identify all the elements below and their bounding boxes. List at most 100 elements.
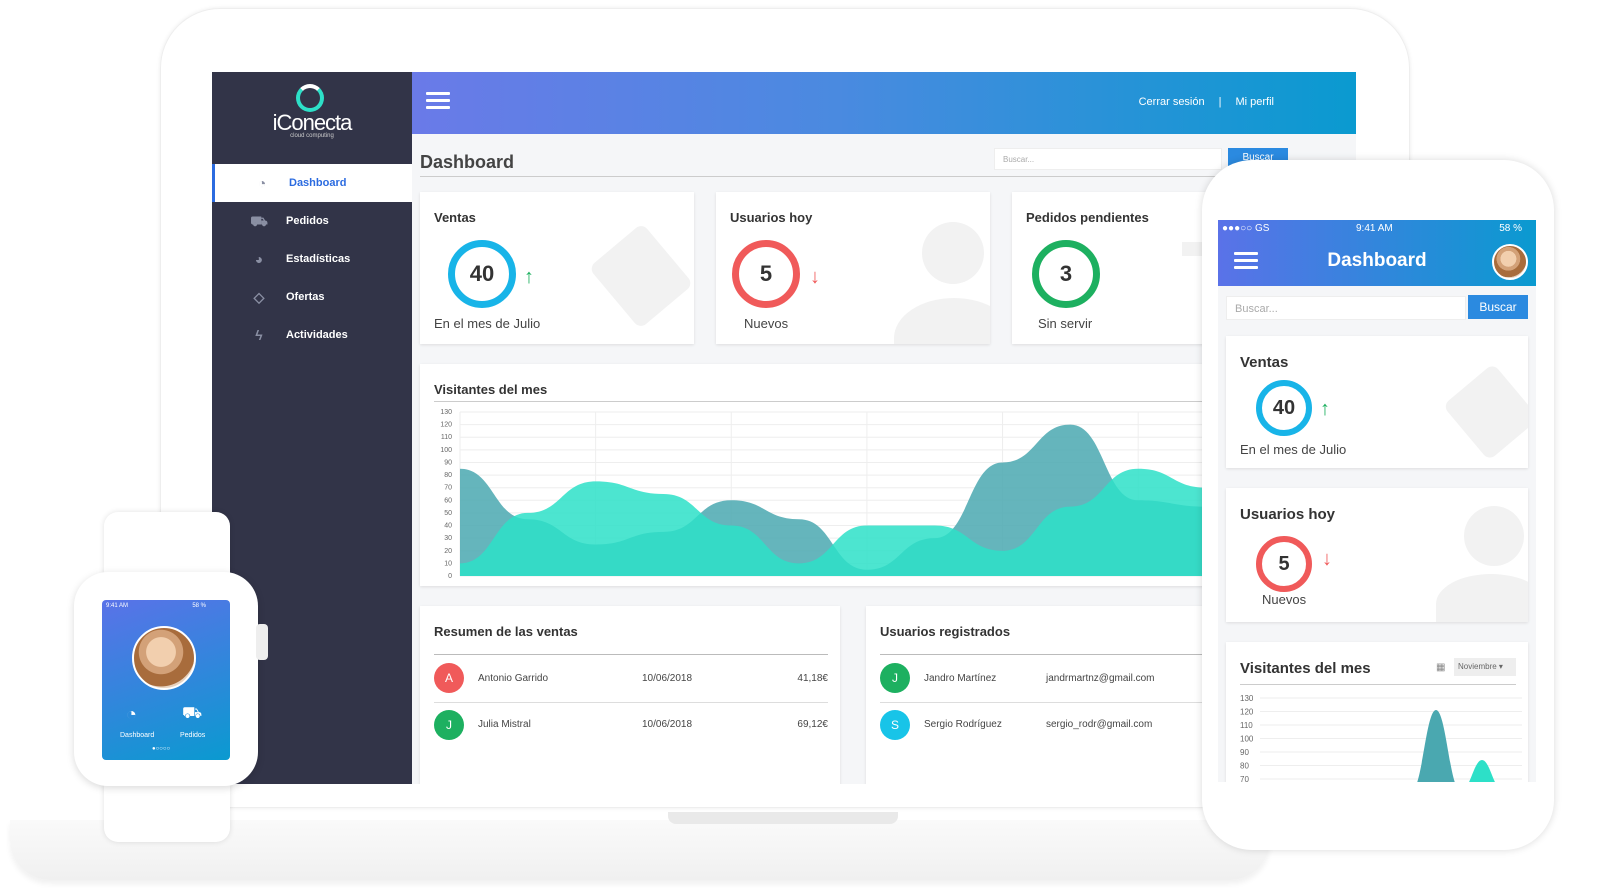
arrow-down-icon: ↓ [810,266,820,288]
profile-link[interactable]: Mi perfil [1235,96,1274,108]
avatar-initial: J [434,709,464,740]
month-select[interactable]: Noviembre ▾ [1454,658,1516,676]
chart-title-divider [434,401,1220,402]
area-peak-3 [1417,710,1455,782]
dashboard-gauge-icon: ◔ [257,175,267,191]
dashboard-screen: iConecta cloud computing ◔ Dashboard ⛟ Ped… [212,72,1356,784]
logout-link[interactable]: Cerrar sesión [1138,96,1205,108]
phone-search-button[interactable]: Buscar [1468,295,1528,319]
phone-header: ●●●○○ GS 9:41 AM 58 % Dashboard [1218,220,1536,286]
phone-battery: 58 % [1499,223,1522,234]
bolt-icon: ϟ [255,327,263,343]
y-tick-label: 110 [1240,721,1253,730]
sidebar-item-pedidos[interactable]: ⛟ Pedidos [212,202,412,240]
phone-visits-chart: 130 120 110 100 90 80 70 [1240,694,1522,782]
dashboard-gauge-icon: ◔ [126,704,137,724]
search-input[interactable]: Buscar... [994,148,1222,170]
avatar[interactable] [1492,244,1528,280]
y-tick-label: 80 [444,472,452,479]
stat-title: Pedidos pendientes [1026,210,1149,225]
arrow-down-icon: ↓ [1322,548,1332,570]
arrow-up-icon: ↑ [524,266,534,288]
stat-card-usuarios: Usuarios hoy 5 ↓ Nuevos [716,192,990,344]
stat-card-pedidos: Pedidos pendientes 3 Sin servir [1012,192,1212,344]
page-title: Dashboard [420,152,515,172]
page-dots: ●○○○○ [152,746,171,752]
month-value: Noviembre [1458,662,1497,671]
user-email: jandrmartnz@gmail.com [1046,672,1155,684]
stat-value-ring: 5 [1256,536,1312,592]
users-title: Usuarios registrados [880,624,1011,639]
table-row[interactable]: J Julia Mistral 10/06/2018 69,12€ [434,702,828,746]
avatar-initial: S [880,709,910,740]
y-tick-label: 130 [1240,694,1254,703]
avatar-initial: A [434,663,464,693]
registered-users-card: Usuarios registrados J Jandro Martínez j… [866,606,1220,784]
cart-icon: ⛟ [250,213,268,229]
area-series-2 [460,468,1206,576]
y-tick-label: 90 [1240,748,1249,757]
title-divider [420,176,1226,177]
stat-value-ring: 3 [1032,240,1100,308]
user-email: sergio_rodr@gmail.com [1046,719,1153,730]
y-tick-label: 0 [448,573,452,580]
y-tick-label: 130 [440,409,452,416]
phone-screen: ●●●○○ GS 9:41 AM 58 % Dashboard Buscar..… [1218,220,1536,782]
user-name: Sergio Rodríguez [924,719,1002,730]
y-tick-label: 30 [444,535,452,542]
y-tick-label: 90 [444,459,452,466]
hamburger-menu-icon[interactable] [426,92,450,110]
sale-amount: 41,18€ [797,672,828,684]
cart-icon: ⛟ [182,705,203,722]
watch-dashboard-label[interactable]: Dashboard [120,732,155,739]
user-silhouette-icon [922,222,984,284]
phone-stat-card-ventas: Ventas 40 ↑ En el mes de Julio [1226,336,1528,468]
sidebar-item-dashboard[interactable]: ◔ Dashboard [212,164,412,202]
laptop-notch [668,812,898,824]
stat-caption: Nuevos [744,316,789,331]
watch-pedidos-label[interactable]: Pedidos [180,732,206,739]
y-tick-label: 110 [441,434,452,441]
visits-area-chart: 0 10 20 30 40 50 60 70 80 90 100 110 120 130 [440,409,1206,580]
stat-title: Usuarios hoy [730,210,813,225]
sidebar-item-estadisticas[interactable]: ◕ Estadísticas [212,240,412,278]
avatar-initial: J [880,663,910,693]
sidebar-item-actividades[interactable]: ϟ Actividades [212,316,412,354]
users-divider [880,654,1220,655]
brand-name: iConecta [272,110,353,135]
brand-logo: iConecta cloud computing [212,78,412,148]
tag-icon: ◇ [253,289,265,305]
stat-card-ventas: Ventas 40 ↑ En el mes de Julio [420,192,694,344]
table-row[interactable]: S Sergio Rodríguez sergio_rodr@gmail.com [880,702,1220,746]
phone-carrier: ●●●○○ GS [1222,223,1270,234]
watch-battery: 58 % [192,603,206,609]
stat-caption: En el mes de Julio [1240,442,1347,457]
tag-icon [1442,363,1528,461]
arrow-up-icon: ↑ [1320,398,1330,420]
stat-title: Usuarios hoy [1240,506,1336,523]
table-row[interactable]: A Antonio Garrido 10/06/2018 41,18€ [434,656,828,700]
stat-caption: En el mes de Julio [434,316,541,331]
customer-name: Antonio Garrido [478,672,549,684]
top-bar: Cerrar sesión | Mi perfil [412,72,1356,134]
area-peak-4 [1469,760,1495,782]
stat-caption: Nuevos [1262,592,1307,607]
y-tick-label: 40 [444,523,452,530]
phone-search-input[interactable]: Buscar... [1226,296,1466,320]
hamburger-menu-icon[interactable] [1234,252,1258,270]
table-row[interactable]: J Jandro Martínez jandrmartnz@gmail.com [880,656,1220,700]
logo-ring-icon [296,84,324,112]
brand-tagline: cloud computing [290,133,334,139]
sidebar-item-ofertas[interactable]: ◇ Ofertas [212,278,412,316]
watch-crown [256,624,268,660]
sidebar-item-label: Actividades [286,329,348,341]
watch-time: 9:41 AM [106,603,129,609]
sidebar: iConecta cloud computing ◔ Dashboard ⛟ Ped… [212,72,412,784]
sale-date: 10/06/2018 [642,672,693,684]
sales-title: Resumen de las ventas [434,624,578,639]
sidebar-item-label: Estadísticas [286,253,351,265]
sale-amount: 69,12€ [797,719,828,730]
y-tick-label: 20 [444,548,452,555]
sidebar-nav: ◔ Dashboard ⛟ Pedidos ◕ Estadísticas ◇ Ofert… [212,164,412,354]
phone-title: Dashboard [1327,250,1427,271]
